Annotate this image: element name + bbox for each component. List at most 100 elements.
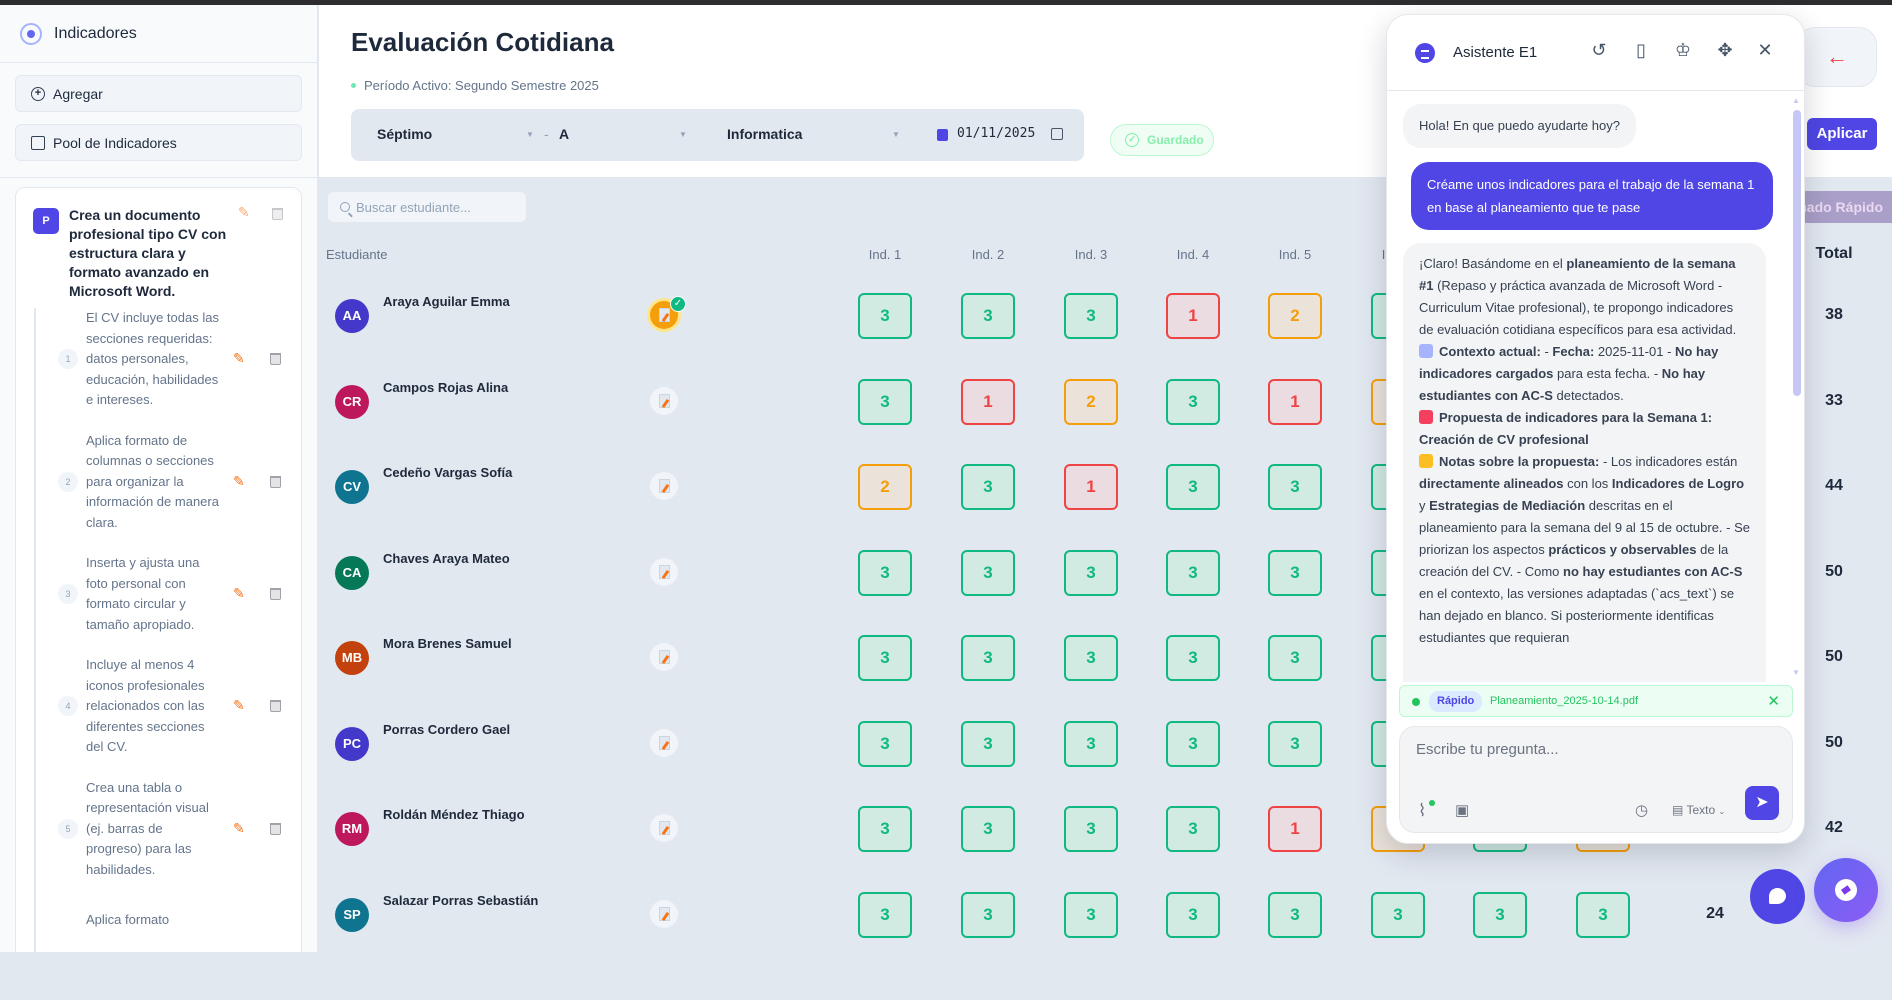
edit-pencil-icon[interactable]: ✎ <box>233 697 245 714</box>
score-cell[interactable]: 3 <box>1064 891 1118 938</box>
history-icon[interactable]: ↺ <box>1591 40 1607 60</box>
calendar-picker-icon[interactable] <box>1051 128 1063 140</box>
scroll-up-icon[interactable]: ▲ <box>1792 96 1800 105</box>
score-cell[interactable]: 2 <box>1064 378 1118 425</box>
score-cell[interactable]: 3 <box>1268 464 1322 510</box>
score-cell[interactable]: 3 <box>961 635 1015 681</box>
score-cell[interactable]: 3 <box>1268 720 1322 767</box>
score-cell[interactable]: 1 <box>1268 378 1322 425</box>
score-cell[interactable]: 3 <box>1166 720 1220 767</box>
score-cell[interactable]: 3 <box>1064 293 1118 339</box>
item-number: 1 <box>58 349 78 370</box>
edit-pencil-icon[interactable]: ✎ <box>233 350 245 367</box>
clock-icon[interactable]: ◷ <box>1635 802 1649 819</box>
score-cell[interactable]: 3 <box>1268 891 1322 938</box>
close-icon[interactable]: ✕ <box>1757 40 1773 60</box>
bold-text: Contexto actual: <box>1439 344 1541 359</box>
score-cell[interactable]: 1 <box>1064 464 1118 510</box>
student-search[interactable]: Buscar estudiante... <box>328 192 526 222</box>
trash-icon[interactable] <box>270 700 281 713</box>
scroll-down-icon[interactable]: ▼ <box>1792 668 1800 677</box>
crown-icon[interactable]: ♔ <box>1674 40 1692 60</box>
score-cell[interactable]: 2 <box>1268 293 1322 339</box>
document-edit-icon[interactable] <box>650 643 678 671</box>
item-number: 5 <box>58 818 78 839</box>
document-edit-icon[interactable]: ✓ <box>650 296 686 329</box>
document-edit-icon[interactable] <box>650 557 678 586</box>
section-select[interactable]: A <box>559 126 570 142</box>
paperclip-icon[interactable]: ⌇ <box>1418 800 1435 821</box>
compass-fab-button[interactable] <box>1814 858 1878 922</box>
level-select[interactable]: Séptimo <box>377 126 433 142</box>
trash-icon[interactable] <box>270 822 281 835</box>
score-cell[interactable]: 3 <box>1268 549 1322 596</box>
bold-text: Estrategias de Mediación <box>1429 498 1586 513</box>
score-cell[interactable]: 3 <box>858 549 912 596</box>
score-cell[interactable]: 3 <box>1166 806 1220 852</box>
score-cell[interactable]: 3 <box>961 293 1015 339</box>
date-input[interactable]: 01/11/2025 <box>957 126 1036 141</box>
move-icon[interactable]: ✥ <box>1717 40 1733 60</box>
score-cell[interactable]: 3 <box>1166 891 1220 938</box>
format-select[interactable]: ▤ Texto ⌄ <box>1672 803 1725 817</box>
score-cell[interactable]: 3 <box>1064 806 1118 852</box>
score-cell[interactable]: 3 <box>1166 635 1220 681</box>
score-cell[interactable]: 3 <box>1166 549 1220 596</box>
score-cell[interactable]: 3 <box>961 891 1015 938</box>
trash-icon[interactable] <box>272 208 283 220</box>
edit-pencil-icon[interactable]: ✎ <box>233 585 245 601</box>
apply-button[interactable]: Aplicar <box>1807 118 1877 150</box>
subject-select[interactable]: Informatica <box>727 126 803 142</box>
score-cell[interactable]: 3 <box>858 720 912 767</box>
trash-icon[interactable] <box>270 588 281 600</box>
score-cell[interactable]: 3 <box>1166 378 1220 425</box>
attachment-filename[interactable]: Planeamiento_2025-10-14.pdf <box>1490 695 1639 707</box>
trash-icon[interactable] <box>270 475 281 488</box>
score-cell[interactable]: 3 <box>858 891 912 938</box>
document-edit-icon[interactable] <box>650 728 678 757</box>
document-edit-icon[interactable] <box>650 472 678 500</box>
score-cell[interactable]: 2 <box>858 464 912 510</box>
score-cell[interactable]: 1 <box>1268 806 1322 852</box>
send-button[interactable]: ➤ <box>1745 786 1779 820</box>
image-icon[interactable]: ▣ <box>1455 802 1470 819</box>
score-cell[interactable]: 3 <box>1064 720 1118 767</box>
chevron-down-icon[interactable]: ▼ <box>892 130 900 139</box>
score-cell[interactable]: 1 <box>1166 293 1220 339</box>
chat-input[interactable] <box>1416 741 1756 758</box>
score-cell[interactable]: 3 <box>1064 549 1118 596</box>
quick-fill-button[interactable]: Llenado Rápido <box>1800 191 1892 223</box>
edit-pencil-icon[interactable]: ✎ <box>238 204 250 220</box>
trash-icon[interactable] <box>270 353 281 366</box>
sidebar-layout-icon[interactable]: ▯ <box>1636 40 1646 60</box>
score-cell[interactable]: 3 <box>961 720 1015 767</box>
edit-pencil-icon[interactable]: ✎ <box>233 472 245 489</box>
score-cell[interactable]: 3 <box>858 378 912 425</box>
chat-fab-button[interactable] <box>1750 869 1805 924</box>
remove-attachment-icon[interactable]: ✕ <box>1767 693 1780 710</box>
score-cell[interactable]: 3 <box>858 293 912 339</box>
format-label: Texto <box>1686 803 1716 817</box>
document-edit-icon[interactable] <box>650 814 678 842</box>
back-button[interactable]: ← <box>1797 27 1877 87</box>
document-edit-icon[interactable] <box>650 899 678 928</box>
score-cell[interactable]: 3 <box>1473 891 1527 938</box>
score-cell[interactable]: 3 <box>1166 464 1220 510</box>
chevron-down-icon[interactable]: ▼ <box>679 130 687 139</box>
score-cell[interactable]: 3 <box>961 806 1015 852</box>
score-cell[interactable]: 3 <box>858 635 912 681</box>
chat-scrollbar[interactable] <box>1793 110 1801 396</box>
add-indicator-button[interactable]: + Agregar <box>15 75 302 112</box>
score-cell[interactable]: 3 <box>1371 891 1425 938</box>
score-cell[interactable]: 3 <box>1064 635 1118 681</box>
document-edit-icon[interactable] <box>650 386 678 415</box>
indicator-pool-button[interactable]: Pool de Indicadores <box>15 124 302 161</box>
edit-pencil-icon[interactable]: ✎ <box>233 819 245 836</box>
score-cell[interactable]: 3 <box>1576 891 1630 938</box>
score-cell[interactable]: 3 <box>858 806 912 852</box>
chevron-down-icon[interactable]: ▼ <box>526 130 534 139</box>
score-cell[interactable]: 3 <box>961 464 1015 510</box>
score-cell[interactable]: 1 <box>961 378 1015 425</box>
score-cell[interactable]: 3 <box>1268 635 1322 681</box>
score-cell[interactable]: 3 <box>961 549 1015 596</box>
